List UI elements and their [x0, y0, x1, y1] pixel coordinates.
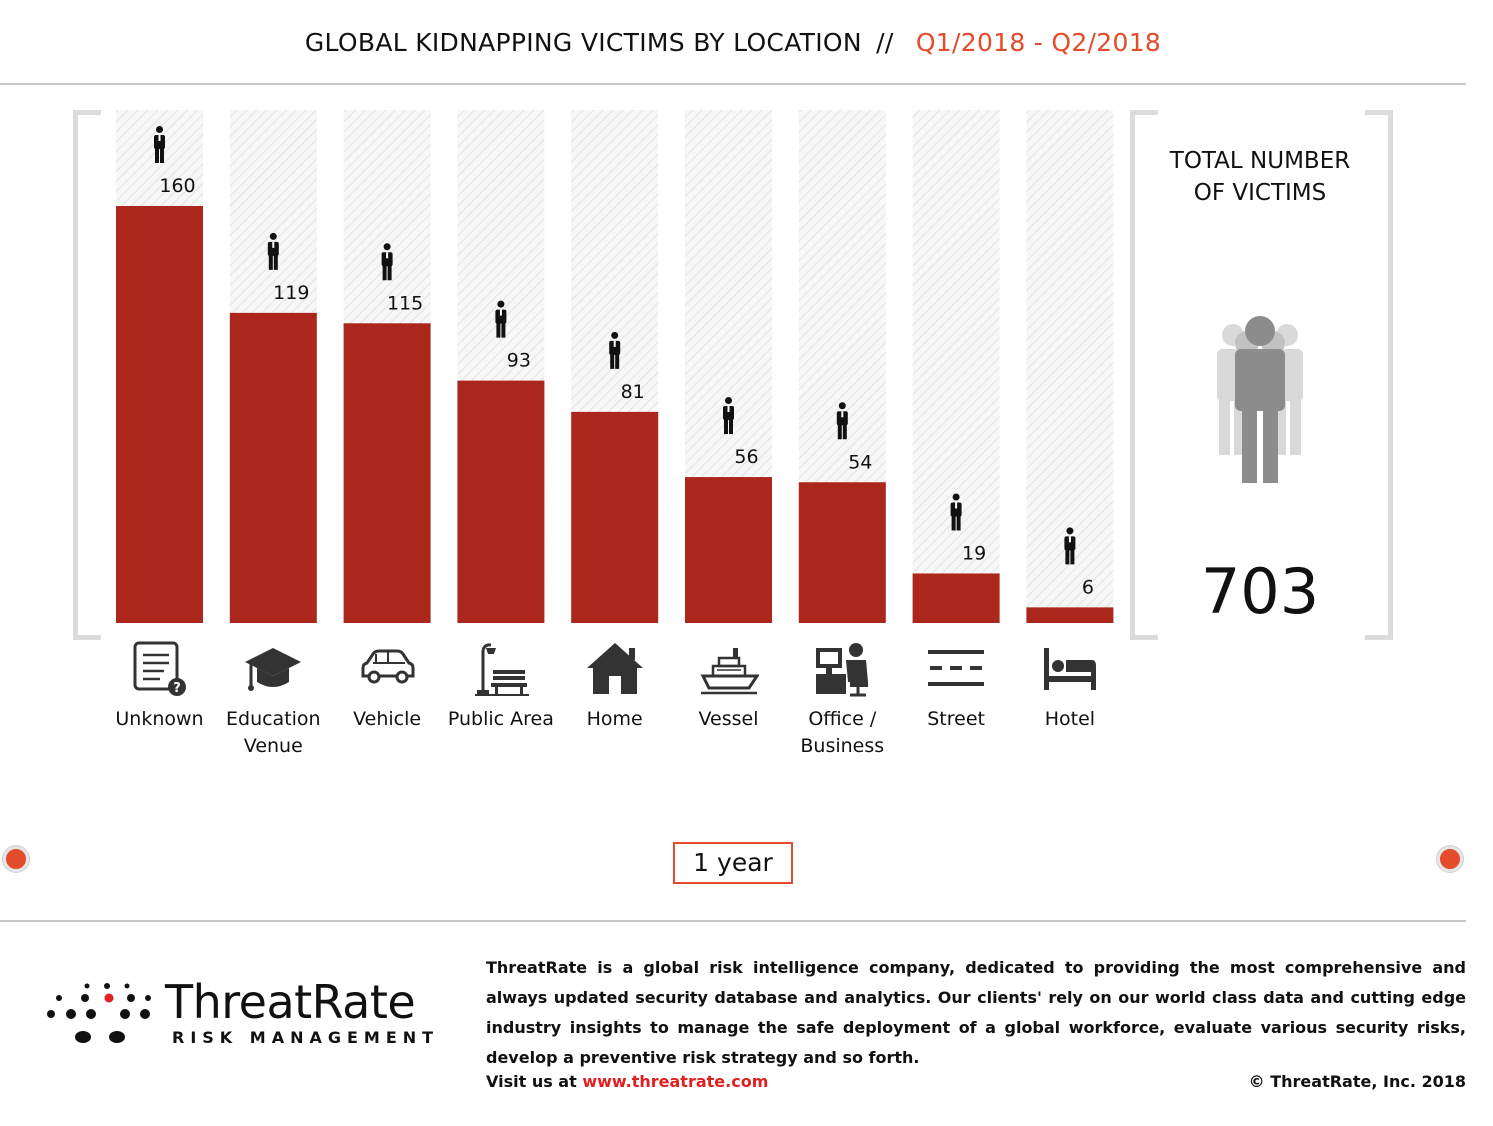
- value-label: 115: [387, 292, 423, 314]
- bar: [229, 312, 317, 623]
- category-label: Vessel: [698, 708, 759, 730]
- road-icon: [928, 650, 985, 686]
- svg-text:?: ?: [173, 681, 181, 696]
- person-icon: [950, 493, 962, 531]
- category-5: Vessel: [669, 640, 789, 733]
- person-icon: [836, 402, 848, 440]
- bar: [116, 206, 203, 623]
- car-icon: [361, 649, 415, 684]
- bar: [798, 482, 886, 623]
- document-question-icon: ?: [133, 641, 186, 696]
- left-bracket: [73, 110, 101, 640]
- value-label: 19: [962, 542, 986, 564]
- category-label: Education Venue: [226, 708, 321, 757]
- bar: [912, 573, 1000, 623]
- category-1: Education Venue: [213, 640, 333, 760]
- bar: [343, 323, 431, 623]
- bottom-divider: [0, 920, 1466, 922]
- category-8: Hotel: [1010, 640, 1130, 733]
- title-main: GLOBAL KIDNAPPING VICTIMS BY LOCATION: [304, 28, 862, 57]
- person-icon: [609, 331, 621, 369]
- top-divider: [0, 83, 1466, 85]
- logo-name: ThreatRate: [165, 975, 416, 1029]
- total-value: 703: [1200, 555, 1320, 628]
- visit-line: Visit us at www.threatrate.com: [486, 1072, 768, 1091]
- office-worker-icon: [816, 643, 869, 697]
- bar: [1026, 607, 1114, 623]
- prev-dot-icon[interactable]: [3, 846, 29, 872]
- category-7: Street: [896, 640, 1016, 733]
- total-title: TOTAL NUMBER OF VICTIMS: [1169, 148, 1351, 206]
- value-label: 93: [507, 350, 531, 372]
- category-3: Public Area: [441, 640, 561, 733]
- category-0: ? Unknown: [100, 640, 220, 733]
- value-label: 56: [734, 446, 758, 468]
- category-4: Home: [555, 640, 675, 733]
- value-label: 6: [1082, 576, 1094, 598]
- graduation-cap-icon: [245, 648, 302, 691]
- visit-label: Visit us at: [486, 1072, 577, 1091]
- next-dot-icon[interactable]: [1437, 846, 1463, 872]
- period-button[interactable]: 1 year: [673, 842, 793, 884]
- category-label: Hotel: [1044, 708, 1096, 730]
- person-icon: [154, 126, 165, 163]
- category-6: Office / Business: [782, 640, 902, 760]
- value-label: 119: [273, 282, 309, 304]
- chart-title: GLOBAL KIDNAPPING VICTIMS BY LOCATION //…: [0, 28, 1466, 57]
- about-text: ThreatRate is a global risk intelligence…: [486, 958, 1466, 1067]
- value-label: 160: [159, 175, 195, 197]
- person-icon: [1064, 527, 1076, 565]
- website-link[interactable]: www.threatrate.com: [582, 1072, 769, 1091]
- copyright: © ThreatRate, Inc. 2018: [1248, 1072, 1466, 1091]
- street-lamp-bench-icon: [474, 643, 529, 696]
- ship-icon: [700, 648, 759, 695]
- logo-subtitle: RISK MANAGEMENT: [172, 1028, 440, 1047]
- value-label: 54: [848, 451, 872, 473]
- bar: [571, 411, 659, 623]
- bar-chart: 160 119 115 93 81 56 54 19 6: [116, 110, 1114, 623]
- category-2: Vehicle: [327, 640, 447, 733]
- threatrate-logo-icon: [47, 983, 151, 1043]
- person-icon: [267, 232, 279, 270]
- value-label: 81: [621, 381, 645, 403]
- total-right-bracket: [1365, 110, 1393, 640]
- bar-track: [912, 110, 1000, 623]
- category-label: Home: [586, 708, 643, 730]
- bar: [685, 477, 772, 623]
- category-label: Public Area: [447, 708, 554, 730]
- bar: [457, 380, 545, 623]
- people-group-icon: [1217, 316, 1303, 483]
- person-icon: [723, 397, 734, 435]
- person-icon: [495, 300, 507, 338]
- title-period: Q1/2018 - Q2/2018: [915, 28, 1162, 57]
- bed-icon: [1043, 648, 1096, 690]
- title-separator: //: [876, 28, 894, 57]
- house-icon: [586, 643, 643, 694]
- person-icon: [381, 243, 393, 281]
- total-left-bracket: [1130, 110, 1158, 640]
- category-label: Street: [927, 708, 985, 730]
- category-label: Unknown: [115, 708, 204, 730]
- category-label: Office / Business: [800, 708, 885, 757]
- category-label: Vehicle: [353, 708, 422, 730]
